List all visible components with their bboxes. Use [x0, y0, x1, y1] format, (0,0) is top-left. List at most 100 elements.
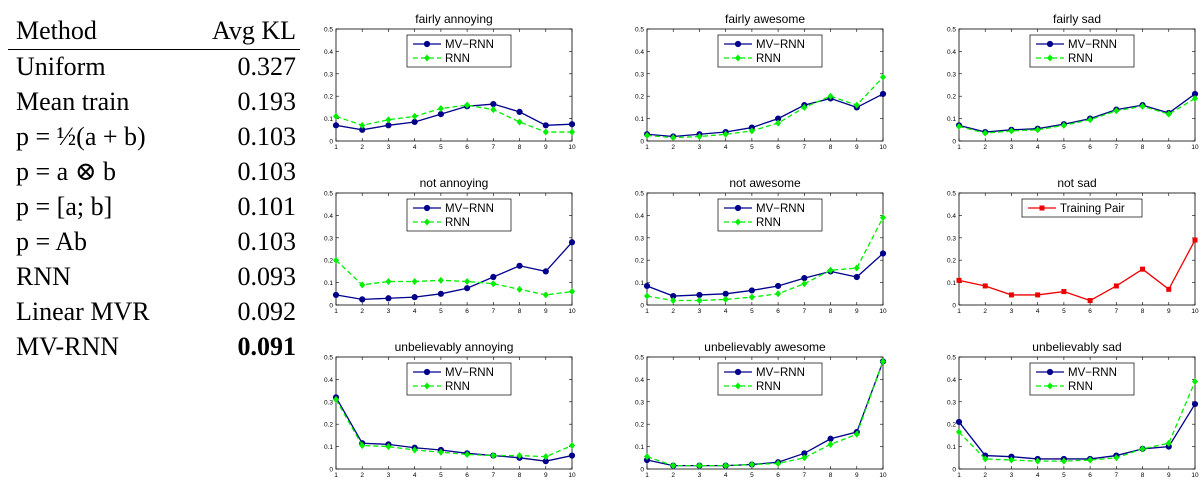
- x-tick-label: 4: [1036, 308, 1040, 315]
- y-tick-label: 0.4: [635, 213, 644, 220]
- data-point: [644, 453, 650, 461]
- x-tick-label: 5: [439, 308, 443, 315]
- legend-marker: [1046, 368, 1054, 376]
- x-tick-label: 4: [413, 308, 417, 315]
- data-point: [411, 112, 418, 120]
- x-tick-label: 2: [360, 472, 364, 479]
- x-tick-label: 3: [387, 472, 391, 479]
- x-tick-label: 9: [1167, 308, 1171, 315]
- data-point: [385, 122, 392, 129]
- x-tick-label: 8: [829, 308, 833, 315]
- kl-cell: 0.101: [237, 192, 297, 221]
- data-point: [1008, 127, 1015, 135]
- x-tick-label: 6: [776, 144, 780, 151]
- y-tick-label: 0.1: [635, 116, 644, 123]
- legend-marker: [734, 204, 742, 212]
- legend-box: [1021, 198, 1143, 218]
- x-tick-label: 1: [645, 144, 649, 151]
- table-header-row: Method Avg KL: [8, 14, 300, 50]
- x-tick-label: 9: [544, 472, 548, 479]
- data-point: [332, 291, 340, 299]
- x-tick-label: 1: [957, 308, 961, 315]
- legend-marker: [423, 204, 431, 212]
- y-tick-label: 0.2: [947, 258, 956, 265]
- legend-label: MV−RNN: [445, 203, 494, 215]
- x-tick-label: 1: [334, 308, 338, 315]
- x-tick-label: 5: [1062, 472, 1066, 479]
- chart-panel: fairly annoying 0 0.1 0.2 0.3 0.4 0.5 1 2 3 4 5 6 7 8 9…: [324, 12, 576, 151]
- chart-title: not annoying: [420, 176, 489, 190]
- y-tick-label: 0.4: [635, 49, 644, 56]
- data-point: [1061, 289, 1067, 295]
- x-tick-label: 10: [879, 308, 887, 315]
- kl-column-header: Avg KL: [183, 14, 300, 50]
- data-point: [568, 121, 576, 128]
- table-row: Mean train 0.193: [8, 85, 300, 120]
- data-point: [437, 111, 444, 118]
- x-tick-label: 6: [1088, 308, 1092, 315]
- table-row: p = a ⊗ b 0.103: [8, 155, 300, 190]
- data-point: [1139, 102, 1146, 110]
- data-point: [1087, 116, 1094, 124]
- data-point: [516, 262, 523, 269]
- x-tick-label: 7: [1115, 472, 1119, 479]
- y-tick-label: 0.2: [635, 422, 644, 429]
- y-tick-label: 0.4: [324, 213, 333, 220]
- data-point: [853, 264, 860, 272]
- legend-label: RNN: [756, 381, 781, 393]
- x-tick-label: 3: [1010, 472, 1014, 479]
- legend-marker: [735, 218, 741, 226]
- table-row: p = ½(a + b) 0.103: [8, 120, 300, 155]
- x-tick-label: 6: [776, 308, 780, 315]
- data-point: [696, 133, 703, 141]
- x-tick-label: 10: [1191, 308, 1199, 315]
- legend-label: MV−RNN: [756, 39, 805, 51]
- method-cell: p = [a; b]: [16, 192, 113, 221]
- data-point: [775, 119, 782, 127]
- chart-panel: unbelievably awesome 0 0.1 0.2 0.3 0.4 0.5 1 2 3 4…: [635, 340, 887, 479]
- x-tick-label: 1: [334, 472, 338, 479]
- series-line: [958, 381, 1196, 462]
- x-tick-label: 5: [1062, 144, 1066, 151]
- table-row: Linear MVR 0.092: [8, 295, 300, 330]
- x-tick-label: 2: [983, 472, 987, 479]
- x-tick-label: 2: [671, 472, 675, 479]
- y-tick-label: 0.5: [947, 27, 956, 34]
- legend-box: [1029, 34, 1135, 68]
- legend-marker: [424, 218, 430, 226]
- legend-box: [406, 198, 512, 232]
- series-line: [335, 259, 573, 296]
- legend-box: [717, 198, 823, 232]
- legend-label: MV−RNN: [445, 39, 494, 51]
- data-point: [670, 134, 677, 142]
- table-row: Uniform 0.327: [8, 50, 300, 86]
- data-point: [437, 290, 444, 297]
- data-point: [437, 276, 444, 284]
- data-point: [490, 280, 497, 288]
- data-point: [568, 239, 576, 246]
- method-cell: MV-RNN: [16, 332, 120, 361]
- x-tick-label: 9: [1167, 144, 1171, 151]
- legend-marker: [423, 40, 431, 48]
- kl-cell: 0.091: [237, 332, 297, 361]
- kl-cell: 0.103: [237, 157, 297, 186]
- chart-title: fairly sad: [1053, 12, 1101, 26]
- method-cell: RNN: [16, 262, 71, 291]
- x-tick-label: 2: [983, 144, 987, 151]
- x-tick-label: 10: [1191, 144, 1199, 151]
- data-point: [542, 291, 549, 299]
- x-tick-label: 3: [1010, 144, 1014, 151]
- legend-box: [406, 34, 512, 68]
- legend-marker: [424, 382, 430, 390]
- data-point: [670, 462, 677, 470]
- data-point: [827, 92, 834, 100]
- data-point: [464, 277, 471, 285]
- series-line: [958, 239, 1196, 302]
- x-tick-label: 9: [544, 144, 548, 151]
- y-tick-label: 0.3: [635, 235, 644, 242]
- data-point: [1113, 454, 1120, 462]
- plot-frame: [335, 192, 573, 306]
- y-tick-label: 0.5: [324, 355, 333, 362]
- data-point: [982, 129, 989, 137]
- data-point: [1139, 445, 1146, 453]
